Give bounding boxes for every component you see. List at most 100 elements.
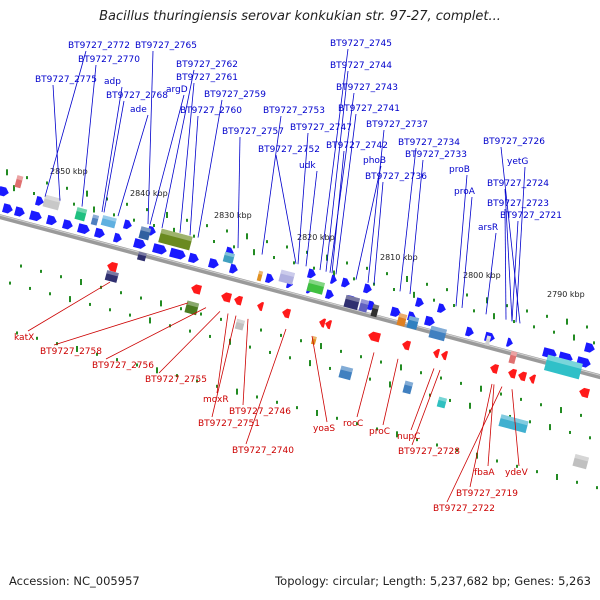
forward-gene-arrow xyxy=(122,219,132,230)
scale-tick-mark xyxy=(49,292,51,296)
reverse-gene-arrow xyxy=(402,340,412,351)
scale-tick-mark xyxy=(309,360,311,367)
feature-block-shine xyxy=(16,175,24,181)
scale-tick-mark xyxy=(209,334,211,338)
feature-block-shine xyxy=(138,251,147,257)
feature-block-body xyxy=(306,279,326,295)
feature-block-shine xyxy=(236,318,246,325)
scale-tick-mark xyxy=(353,277,355,281)
scale-tick-mark xyxy=(236,388,238,395)
scale-tick-mark xyxy=(520,397,522,401)
scale-tick-mark xyxy=(509,414,511,418)
feature-block-shine xyxy=(224,251,235,258)
forward-leader-line xyxy=(504,188,513,322)
scale-tick-mark xyxy=(89,302,91,306)
scale-tick-mark xyxy=(116,358,118,362)
scale-tick-mark xyxy=(300,339,302,343)
forward-leader-line xyxy=(511,220,519,322)
genome-summary: Topology: circular; Length: 5,237,682 bp… xyxy=(275,574,591,588)
scale-tick-mark xyxy=(480,385,482,392)
scale-tick-mark xyxy=(280,333,282,337)
forward-gene-label: BT9727_2736 xyxy=(365,172,427,182)
feature-block xyxy=(90,214,100,226)
forward-leader-line xyxy=(455,174,468,307)
reverse-gene-label: fbaA xyxy=(474,468,495,478)
scale-tick-mark xyxy=(273,256,275,260)
reverse-gene-arrow xyxy=(319,318,327,328)
forward-leader-line xyxy=(373,181,384,285)
feature-block-body xyxy=(138,226,152,241)
scale-tick-mark xyxy=(33,192,35,196)
forward-leader-line xyxy=(355,165,382,280)
reverse-gene-label: BT9727_2722 xyxy=(433,504,495,514)
scale-tick-mark xyxy=(466,293,468,297)
forward-gene-label: udk xyxy=(299,161,316,171)
reverse-gene-arrow xyxy=(234,295,244,306)
forward-gene-label: proB xyxy=(449,165,470,175)
forward-gene-label: BT9727_2757 xyxy=(222,127,284,137)
scale-tick-mark xyxy=(506,304,508,308)
feature-block-shine xyxy=(438,396,448,402)
scale-tick-mark xyxy=(393,288,395,292)
feature-block xyxy=(572,453,590,470)
feature-block xyxy=(138,226,152,241)
forward-gene-arrow xyxy=(34,195,44,206)
forward-leader-line xyxy=(500,146,521,324)
scale-tick-mark xyxy=(16,331,18,335)
scale-tick-mark xyxy=(360,355,362,359)
scale-tick-mark xyxy=(566,318,568,325)
feature-block-shine xyxy=(186,300,200,308)
scale-tick-mark xyxy=(136,363,138,367)
forward-gene-arrow xyxy=(112,232,122,243)
feature-block-body xyxy=(90,214,100,226)
scale-tick-mark xyxy=(589,436,591,440)
forward-leader-line xyxy=(461,196,473,308)
scale-tick-mark xyxy=(580,413,582,417)
reverse-gene-label: proC xyxy=(369,427,390,437)
scale-tick-mark xyxy=(66,186,68,190)
reverse-leader-line xyxy=(487,384,495,467)
scale-tick-mark xyxy=(340,349,342,353)
forward-leader-line xyxy=(189,115,199,236)
forward-gene-label: BT9727_2742 xyxy=(326,141,388,151)
scale-tick-mark xyxy=(9,281,11,285)
feature-block-shine xyxy=(340,365,354,373)
forward-gene-arrow xyxy=(2,203,13,214)
reverse-gene-arrow xyxy=(518,371,528,382)
scale-tick-mark xyxy=(266,240,268,244)
scale-tick-mark xyxy=(213,240,215,244)
feature-block xyxy=(338,365,354,381)
scale-tick-mark xyxy=(500,392,502,396)
forward-gene-label: BT9727_2723 xyxy=(487,199,549,209)
feature-block-body xyxy=(256,270,264,282)
forward-gene-label: yetG xyxy=(507,157,528,167)
forward-leader-line xyxy=(305,170,318,267)
forward-gene-label: argD xyxy=(166,85,188,95)
feature-block xyxy=(396,313,408,327)
reverse-gene-arrow xyxy=(441,351,449,361)
feature-block-shine xyxy=(308,279,326,288)
scale-tick-mark xyxy=(120,291,122,295)
backbone-highlight xyxy=(0,214,600,376)
scale-tick-mark xyxy=(556,473,558,480)
scale-tick-mark xyxy=(306,250,308,254)
feature-block-body xyxy=(543,354,583,380)
scale-tick-mark xyxy=(560,407,562,414)
reverse-gene-arrow xyxy=(325,320,333,330)
forward-gene-label: BT9727_2770 xyxy=(78,55,140,65)
scale-tick-mark xyxy=(60,275,62,279)
forward-gene-label: BT9727_2745 xyxy=(330,39,392,49)
scale-tick-mark xyxy=(56,342,58,346)
feature-block-body xyxy=(136,251,147,262)
reverse-gene-label: BT9727_2758 xyxy=(40,347,102,357)
forward-gene-label: BT9727_2768 xyxy=(106,91,168,101)
scale-tick-mark xyxy=(249,345,251,349)
scale-tick-mark xyxy=(553,330,555,334)
reverse-leader-line xyxy=(53,302,189,346)
forward-leader-line xyxy=(101,86,123,212)
feature-block-shine xyxy=(430,325,448,334)
forward-gene-arrow xyxy=(94,227,105,238)
forward-leader-line xyxy=(485,232,497,315)
forward-gene-label: BT9727_2760 xyxy=(180,106,242,116)
forward-gene-arrow xyxy=(46,214,57,226)
